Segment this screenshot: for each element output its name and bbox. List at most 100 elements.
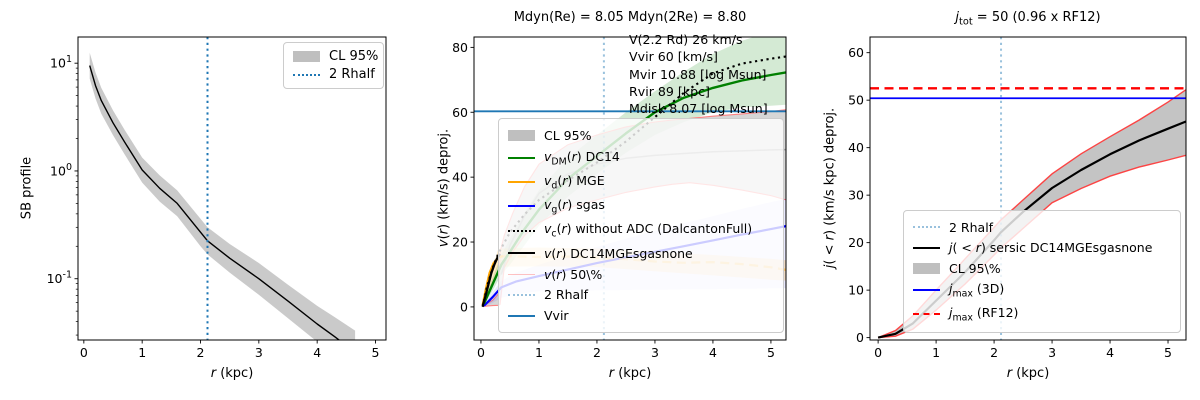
legend-item: vd(r) MGE (508, 172, 774, 192)
svg-text:4: 4 (313, 345, 321, 360)
left-x-axis-label: r (kpc) (210, 366, 254, 381)
svg-text:0: 0 (80, 345, 88, 360)
middle-panel-legend: CL 95% vDM(r) DC14 vd(r) MGE vg(r) sgas vc(r… (498, 118, 784, 333)
svg-text:0: 0 (856, 330, 864, 345)
legend-item: jmax (RF12) (913, 305, 1171, 324)
svg-text:20: 20 (452, 235, 468, 250)
legend-label: j( < r) sersic DC14MGEsgasnone (949, 240, 1153, 255)
legend-label: vDM(r) DC14 (544, 148, 620, 168)
svg-text:0: 0 (460, 299, 468, 314)
legend-swatch-line (508, 252, 535, 255)
legend-item: CL 95% (293, 49, 378, 64)
legend-label: vd(r) MGE (544, 172, 605, 192)
legend-item: Vvir (508, 308, 774, 323)
legend-item: CL 95\% (913, 261, 1171, 276)
legend-item: 2 Rhalf (508, 287, 774, 302)
right-panel-title: jtot = 50 (0.96 x RF12) (955, 10, 1101, 28)
sb-profile-panel-plot-area (89, 37, 356, 340)
svg-text:40: 40 (848, 140, 864, 155)
middle-panel-annotations: V(2.2 Rd) 26 km/s Vvir 60 [km/s] Mvir 10.8… (629, 31, 768, 117)
svg-text:4: 4 (1106, 345, 1114, 360)
legend-swatch-patch (293, 51, 320, 62)
left-y-axis-label: SB profile (19, 156, 35, 220)
svg-text:3: 3 (1048, 345, 1056, 360)
middle-panel-title: Mdyn(Re) = 8.05 Mdyn(2Re) = 8.80 (513, 10, 747, 25)
legend-label: v(r) 50\% (544, 266, 603, 282)
legend-label: Vvir (544, 308, 569, 324)
annotation-line: Mvir 10.88 [log Msun] (629, 66, 767, 82)
legend-label: 2 Rhalf (329, 67, 375, 82)
right-panel-legend: 2 Rhalf j( < r) sersic DC14MGEsgasnone CL … (903, 210, 1181, 333)
annotation-line: Rvir 89 [kpc] (629, 83, 710, 99)
svg-text:5: 5 (372, 345, 380, 360)
svg-text:101: 101 (50, 54, 72, 71)
legend-label: jmax (3D) (949, 281, 1005, 300)
velocity-panel-ticks: 0 1 2 3 4 5 0 20 40 60 80 (452, 40, 775, 360)
svg-text:1: 1 (138, 345, 146, 360)
svg-text:10: 10 (848, 283, 864, 298)
legend-swatch-line (508, 205, 535, 208)
legend-swatch-dotted (913, 226, 940, 228)
svg-text:3: 3 (651, 345, 659, 360)
legend-label: 2 Rhalf (949, 219, 994, 235)
annotation-line: Mdisk 8.07 [log Msun] (629, 101, 768, 117)
svg-text:100: 100 (50, 162, 72, 179)
svg-text:40: 40 (452, 170, 468, 185)
annotation-line: V(2.2 Rd) 26 km/s (629, 32, 743, 47)
svg-text:5: 5 (1164, 345, 1172, 360)
svg-text:60: 60 (848, 45, 864, 60)
legend-label: CL 95% (544, 127, 592, 143)
velocity-panel-frame (473, 36, 787, 341)
legend-swatch-dotted (508, 293, 535, 296)
annotation-line: Vvir 60 [km/s] (629, 49, 718, 65)
legend-item: jmax (3D) (913, 281, 1171, 300)
legend-swatch-line (508, 156, 535, 159)
legend-label: vg(r) sgas (544, 197, 605, 216)
svg-text:1: 1 (535, 345, 543, 360)
legend-item: 2 Rhalf (913, 220, 1171, 235)
right-y-axis-label: j( < r) (km/s kpc) deproj. (822, 107, 838, 269)
legend-item: v(r) DC14MGEsgasnone (508, 246, 774, 261)
sb-profile-line (89, 65, 341, 340)
legend-swatch-line (913, 289, 940, 292)
middle-y-axis-label: v(r) (km/s) deproj. (436, 128, 452, 248)
legend-item: vc(r) without ADC (DalcantonFull) (508, 221, 774, 240)
svg-text:3: 3 (255, 345, 263, 360)
svg-text:0: 0 (874, 345, 882, 360)
legend-swatch-line (508, 181, 535, 184)
legend-swatch-line (508, 314, 535, 317)
svg-text:1: 1 (932, 345, 940, 360)
svg-text:10-1: 10-1 (47, 270, 72, 287)
legend-swatch-patch (508, 129, 535, 141)
legend-item: j( < r) sersic DC14MGEsgasnone (913, 240, 1171, 255)
svg-text:2: 2 (990, 345, 998, 360)
sb-profile-panel: 0 1 2 3 4 5 101 100 10-1 (47, 36, 387, 360)
svg-text:80: 80 (452, 40, 468, 55)
legend-label: v(r) DC14MGEsgasnone (544, 245, 693, 261)
left-panel-legend: CL 95% 2 Rhalf (283, 42, 384, 89)
legend-item: vDM(r) DC14 (508, 148, 774, 168)
legend-label: vc(r) without ADC (DalcantonFull) (544, 221, 753, 240)
legend-label: 2 Rhalf (544, 287, 589, 303)
svg-text:0: 0 (477, 345, 485, 360)
right-x-axis-label: r (kpc) (1006, 366, 1050, 381)
svg-text:60: 60 (452, 105, 468, 120)
sb-profile-panel-ticks: 0 1 2 3 4 5 101 100 10-1 (47, 54, 380, 360)
legend-swatch-thin (508, 273, 535, 275)
legend-swatch-dotted (508, 229, 535, 232)
legend-swatch-patch (913, 262, 940, 274)
svg-text:2: 2 (593, 345, 601, 360)
legend-swatch-dashed (913, 313, 940, 316)
legend-swatch-dotted (293, 73, 320, 76)
legend-label: CL 95\% (949, 260, 1001, 276)
svg-text:50: 50 (848, 93, 864, 108)
svg-text:2: 2 (197, 345, 205, 360)
svg-text:5: 5 (767, 345, 775, 360)
svg-text:4: 4 (709, 345, 717, 360)
legend-label: CL 95% (329, 49, 379, 64)
legend-label: jmax (RF12) (949, 305, 1019, 324)
legend-swatch-line (913, 246, 940, 249)
legend-item: CL 95% (508, 128, 774, 143)
